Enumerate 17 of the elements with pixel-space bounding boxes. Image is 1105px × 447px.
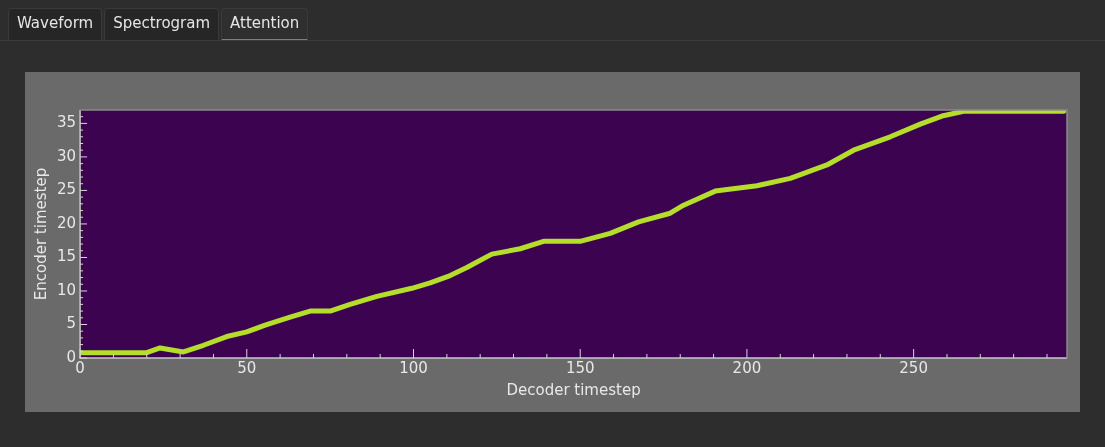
x-tick-label: 50 [237,358,257,377]
y-tick-label: 35 [56,113,77,132]
y-tick-label: 20 [56,213,77,232]
x-tick-label: 200 [732,358,762,377]
y-tick-label: 25 [56,180,77,199]
x-tick-label: 150 [565,358,595,377]
x-tick-label: 250 [899,358,928,377]
y-tick-label: 30 [56,146,77,165]
text: Waveform [8,8,103,41]
y-axis-title: Encoder timestep [31,167,50,301]
x-tick-label: 100 [399,358,428,377]
y-tick-label: 10 [56,280,77,299]
y-tick-label: 15 [56,247,77,266]
text: Attention [221,8,309,41]
x-axis-title: Decoder timestep [506,380,641,399]
text: Spectrogram [104,8,220,41]
y-tick-label: 5 [66,314,77,333]
